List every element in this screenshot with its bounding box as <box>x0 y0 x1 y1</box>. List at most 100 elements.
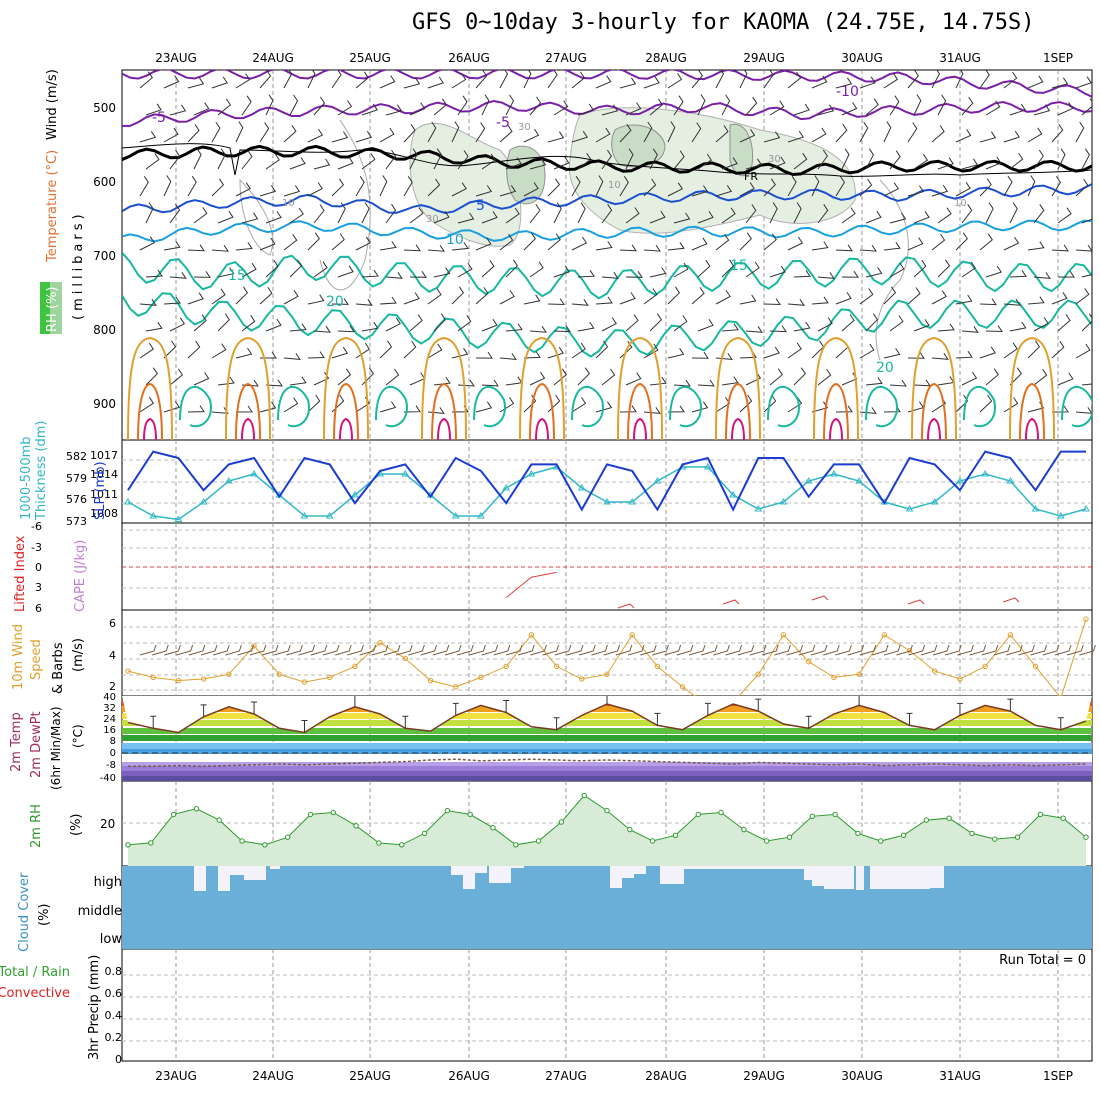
wind-barb <box>667 182 684 197</box>
wind10m-line <box>127 618 1087 707</box>
contour-label-m5b: -5 <box>496 115 510 131</box>
wind-barb <box>1033 272 1051 279</box>
wind10m-point <box>276 671 282 677</box>
wind-barb <box>337 100 353 116</box>
x-tick-bottom: 27AUG <box>545 1069 587 1083</box>
wind-barb <box>379 340 393 359</box>
wind-barb <box>379 175 388 197</box>
wind-barb <box>235 73 251 89</box>
temp-color-band <box>122 748 1092 754</box>
wind-barb <box>1027 75 1044 89</box>
wind-barb <box>979 70 990 89</box>
wind10m-barb <box>554 644 572 656</box>
wind-barb <box>643 407 661 414</box>
rh-point <box>809 813 815 819</box>
wind10m-point <box>932 668 938 674</box>
wind-barb <box>337 265 354 278</box>
wind-barb <box>481 318 498 332</box>
wind10m-barb <box>774 644 791 656</box>
clear-sky-patch <box>930 866 944 888</box>
clear-sky-patch <box>194 866 206 891</box>
wind-barb <box>427 178 441 197</box>
wind10m-barb <box>298 644 316 656</box>
precip-tick-02: 0.2 <box>105 1031 123 1044</box>
rh-area <box>128 795 1086 866</box>
rh-point <box>148 840 154 846</box>
wind-barb <box>145 153 160 170</box>
rh-point <box>513 842 519 848</box>
wind-barb <box>529 371 546 386</box>
wind-barb <box>883 241 901 251</box>
wind-barb <box>1009 321 1027 332</box>
wind-barb <box>427 121 437 143</box>
wind-barb <box>913 211 930 224</box>
upper-wind-barbs <box>139 70 1092 414</box>
wind10m-point <box>528 632 535 638</box>
wind10m-barb <box>493 644 511 656</box>
clear-sky-patch <box>824 866 854 889</box>
thickness-marker <box>729 491 737 498</box>
wind-barb <box>475 185 493 197</box>
rh-point <box>1014 834 1021 840</box>
plume-contour-dark-orange <box>921 382 947 440</box>
wind10m-barb <box>1018 644 1035 656</box>
rh-ylabel: 2m RH <box>29 804 44 848</box>
temp-errorbar <box>805 715 812 729</box>
wind-barb <box>985 156 1002 170</box>
wind-barb <box>601 272 619 279</box>
cloud-tick-high: high <box>94 875 122 890</box>
plume-contour-teal <box>1061 385 1092 428</box>
wind-barb <box>547 298 565 306</box>
thickness-marker <box>401 470 410 477</box>
wind-barb <box>481 94 490 116</box>
wind-barb <box>145 269 163 278</box>
x-tick-bottom: 30AUG <box>841 1069 883 1083</box>
thickness-marker <box>830 470 838 477</box>
wind10m-barb <box>237 644 255 656</box>
wind-barb <box>859 288 874 305</box>
plume-contour-teal <box>571 385 604 428</box>
thickness-marker <box>1006 477 1015 484</box>
thickness-marker <box>956 477 964 484</box>
wind-barb <box>289 376 307 386</box>
wind-barb <box>505 259 519 278</box>
wind-barb <box>595 296 613 305</box>
plume-contour-magenta <box>633 417 647 440</box>
wind-barb <box>667 348 685 359</box>
wind-barb <box>907 185 925 197</box>
wind10m-barb <box>261 644 279 656</box>
wind-barb <box>475 237 492 251</box>
plume-contour-teal <box>767 385 800 428</box>
wind10m-barb <box>786 644 804 656</box>
wind-barb <box>955 350 973 359</box>
wind-barb <box>739 182 755 197</box>
wind-barb <box>721 376 739 386</box>
thickness-marker <box>779 498 788 505</box>
wind-barb <box>763 178 776 197</box>
precip-ylabel: 3hr Precip (mm) <box>87 955 102 1060</box>
wind-barb <box>145 322 163 332</box>
wind10m-point <box>251 643 257 649</box>
wind-barb <box>1033 104 1051 116</box>
clear-sky-patch <box>489 866 511 883</box>
temp-tick-40: 40 <box>103 692 116 703</box>
wind-barb <box>385 317 401 332</box>
wind-barb <box>187 124 200 143</box>
x-tick-top: 30AUG <box>841 51 883 65</box>
wind-barb <box>937 207 952 224</box>
wind-barb <box>937 259 951 278</box>
wind-barb <box>529 204 541 224</box>
wind-barb <box>451 286 465 305</box>
temp-color-band <box>122 770 1092 776</box>
wind-barb <box>1003 298 1021 306</box>
rh-point <box>581 792 587 799</box>
wind-barb <box>475 287 489 305</box>
wind-barb <box>595 241 613 251</box>
wind-barb <box>769 100 785 116</box>
lifted-index-segment <box>811 595 829 601</box>
w10-tick-6: 6 <box>109 617 116 630</box>
wind-barb <box>817 317 833 332</box>
wind-barb <box>913 319 930 332</box>
thickness-line <box>127 466 1087 521</box>
wind10m-barb <box>835 644 852 656</box>
